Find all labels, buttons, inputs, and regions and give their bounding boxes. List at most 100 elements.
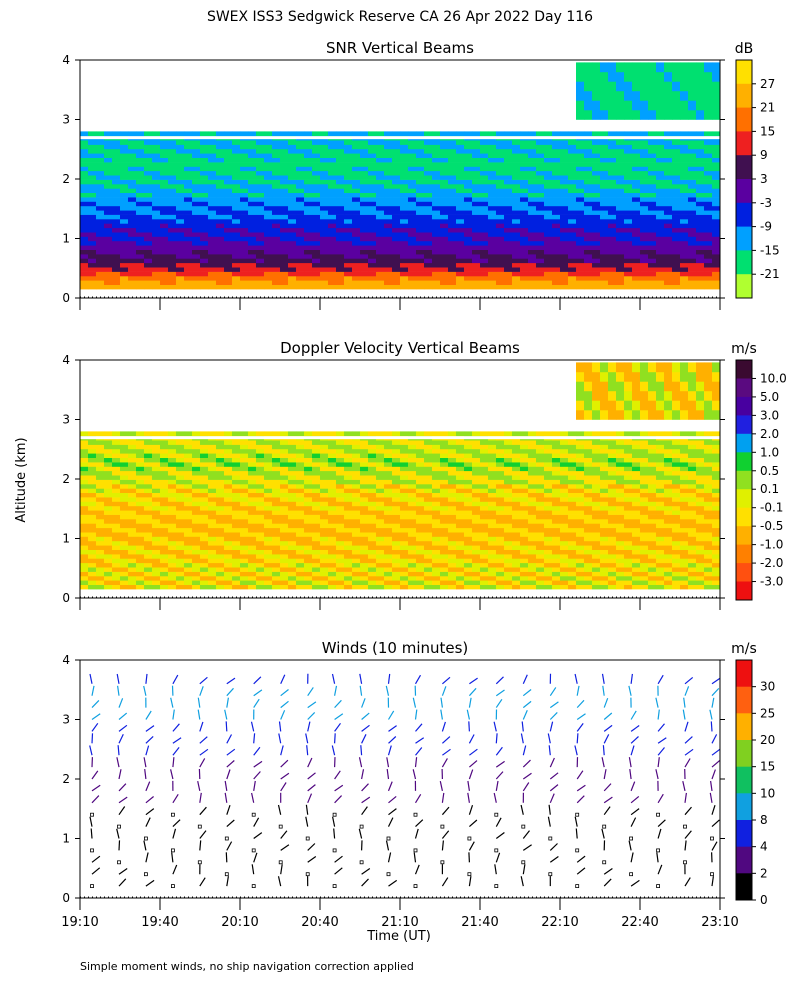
- heatmap-cell: [88, 144, 97, 150]
- heatmap-cell: [144, 258, 153, 264]
- heatmap-cell: [224, 484, 233, 489]
- heatmap-cell: [504, 488, 513, 493]
- heatmap-cell: [552, 179, 561, 185]
- heatmap-cell: [688, 90, 697, 101]
- heatmap-cell: [456, 519, 465, 524]
- heatmap-cell: [504, 140, 513, 145]
- heatmap-cell: [272, 484, 281, 489]
- heatmap-cell: [160, 584, 169, 590]
- heatmap-cell: [144, 245, 153, 250]
- heatmap-cell: [320, 545, 329, 550]
- heatmap-cell: [384, 545, 393, 550]
- heatmap-cell: [96, 267, 105, 272]
- heatmap-cell: [480, 175, 489, 180]
- heatmap-cell: [112, 510, 121, 515]
- heatmap-cell: [600, 81, 609, 92]
- heatmap-cell: [168, 488, 177, 493]
- heatmap-cell: [160, 488, 169, 493]
- heatmap-cell: [208, 184, 217, 189]
- heatmap-cell: [496, 271, 505, 277]
- heatmap-cell: [120, 510, 129, 515]
- heatmap-cell: [192, 457, 201, 463]
- heatmap-cell: [344, 558, 353, 564]
- heatmap-cell: [184, 466, 193, 472]
- heatmap-cell: [504, 484, 513, 489]
- heatmap-cell: [416, 466, 425, 472]
- heatmap-cell: [656, 284, 665, 290]
- heatmap-cell: [216, 267, 225, 272]
- heatmap-cell: [80, 554, 89, 559]
- heatmap-cell: [304, 558, 313, 564]
- heatmap-cell: [104, 575, 113, 581]
- heatmap-cell: [80, 205, 89, 211]
- heatmap-cell: [128, 280, 137, 285]
- heatmap-cell: [288, 205, 297, 211]
- heatmap-cell: [160, 453, 169, 458]
- heatmap-cell: [712, 140, 721, 145]
- heatmap-cell: [368, 210, 377, 215]
- heatmap-cell: [256, 232, 265, 237]
- heatmap-cell: [352, 223, 361, 229]
- heatmap-cell: [416, 258, 425, 264]
- heatmap-cell: [144, 444, 153, 450]
- heatmap-cell: [232, 157, 241, 163]
- heatmap-cell: [112, 514, 121, 520]
- heatmap-cell: [152, 157, 161, 163]
- heatmap-cell: [488, 219, 497, 224]
- heatmap-cell: [560, 249, 569, 255]
- heatmap-cell: [304, 249, 313, 255]
- heatmap-cell: [696, 153, 705, 158]
- heatmap-cell: [624, 62, 633, 73]
- heatmap-cell: [184, 284, 193, 290]
- heatmap-cell: [80, 131, 89, 137]
- heatmap-cell: [480, 284, 489, 290]
- heatmap-cell: [464, 571, 473, 577]
- heatmap-cell: [192, 510, 201, 515]
- heatmap-cell: [184, 245, 193, 250]
- heatmap-cell: [472, 505, 481, 511]
- heatmap-cell: [672, 249, 681, 255]
- heatmap-cell: [176, 444, 185, 450]
- heatmap-cell: [352, 249, 361, 255]
- heatmap-cell: [336, 549, 345, 555]
- heatmap-cell: [280, 554, 289, 559]
- heatmap-cell: [392, 271, 401, 277]
- heatmap-cell: [80, 197, 89, 202]
- heatmap-cell: [136, 201, 145, 207]
- heatmap-cell: [216, 549, 225, 555]
- heatmap-cell: [440, 540, 449, 546]
- heatmap-cell: [472, 580, 481, 585]
- heatmap-cell: [296, 510, 305, 515]
- heatmap-cell: [232, 492, 241, 498]
- heatmap-cell: [272, 580, 281, 585]
- heatmap-cell: [432, 210, 441, 215]
- heatmap-cell: [160, 484, 169, 489]
- heatmap-cell: [704, 219, 713, 224]
- heatmap-cell: [96, 184, 105, 189]
- heatmap-cell: [392, 554, 401, 559]
- colorbar-tick-label: 3: [760, 172, 768, 186]
- heatmap-cell: [336, 205, 345, 211]
- heatmap-cell: [400, 540, 409, 546]
- heatmap-cell: [200, 484, 209, 489]
- heatmap-cell: [680, 110, 689, 120]
- heatmap-cell: [288, 201, 297, 207]
- heatmap-cell: [120, 457, 129, 463]
- heatmap-cell: [480, 188, 489, 193]
- heatmap-cell: [336, 188, 345, 193]
- heatmap-cell: [448, 188, 457, 193]
- heatmap-cell: [488, 175, 497, 180]
- heatmap-cell: [440, 188, 449, 193]
- heatmap-cell: [96, 205, 105, 211]
- heatmap-cell: [424, 580, 433, 585]
- heatmap-cell: [168, 475, 177, 480]
- heatmap-cell: [264, 245, 273, 250]
- heatmap-cell: [432, 205, 441, 211]
- heatmap-cell: [696, 144, 705, 150]
- heatmap-cell: [176, 184, 185, 189]
- heatmap-cell: [104, 479, 113, 485]
- heatmap-cell: [656, 275, 665, 281]
- heatmap-cell: [344, 284, 353, 290]
- heatmap-cell: [280, 131, 289, 137]
- heatmap-cell: [168, 479, 177, 485]
